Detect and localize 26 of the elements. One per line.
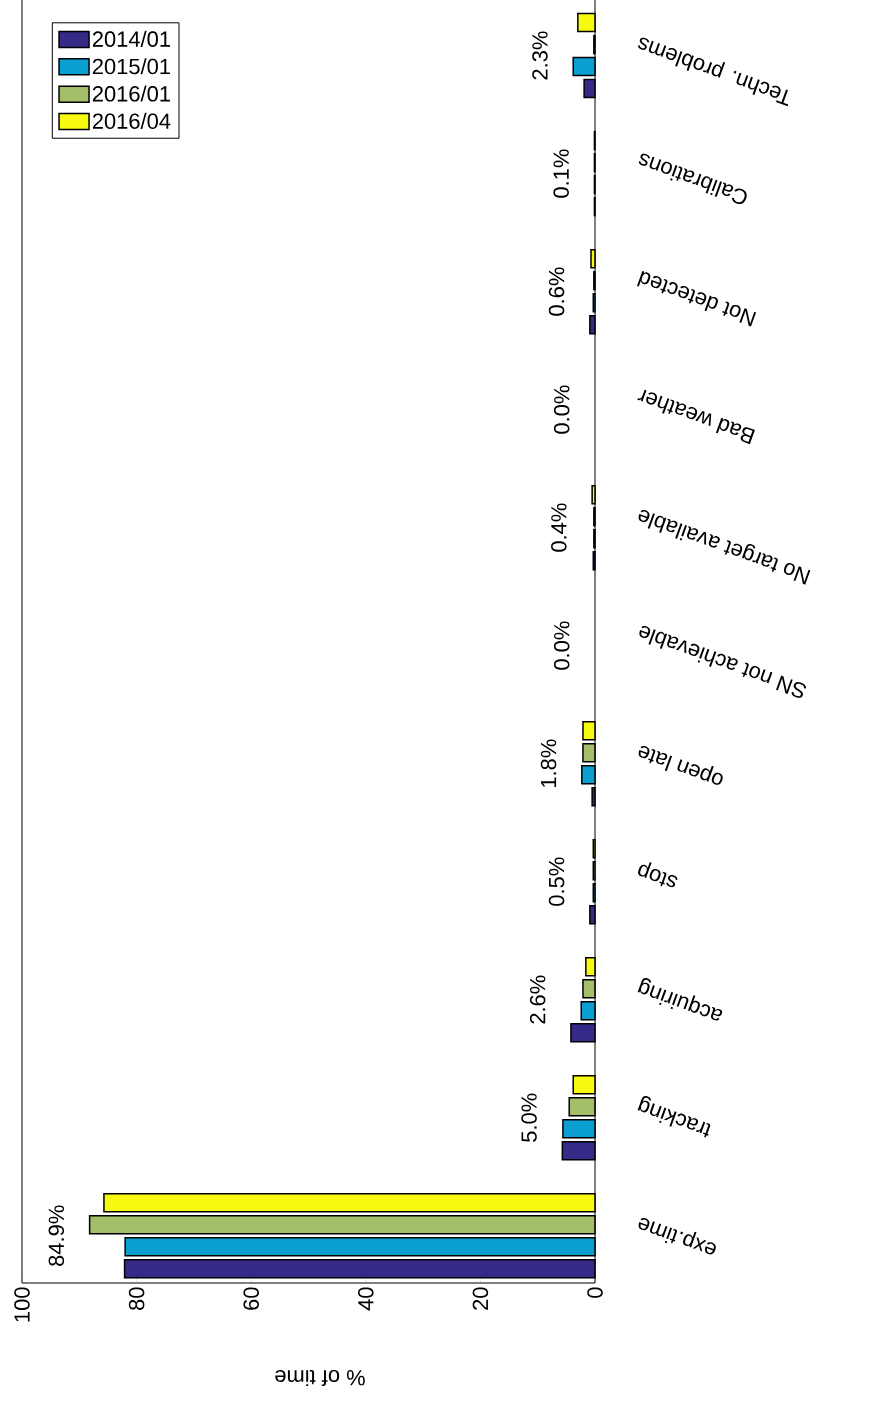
annotation: 5.0%	[521, 1093, 537, 1142]
y-tick-label: Bad weather	[637, 389, 755, 445]
annotation: 2.3%	[532, 31, 548, 80]
annotation: 0.0%	[553, 385, 570, 434]
annotation: 0.4%	[551, 503, 567, 552]
legend-label: 2016/04	[92, 112, 171, 129]
x-tick-label: 0	[587, 1287, 603, 1298]
legend-label: 2016/01	[92, 85, 170, 102]
annotation: 0.1%	[553, 149, 569, 198]
annotation: 0.0%	[553, 621, 570, 670]
x-tick-label: 60	[243, 1287, 259, 1310]
annotation: 1.8%	[540, 739, 557, 788]
x-tick-label: 80	[128, 1287, 145, 1310]
y-tick-label: stop	[638, 862, 678, 888]
annotation: 84.9%	[48, 1205, 65, 1266]
annotation: 0.5%	[548, 857, 565, 906]
y-tick-label: exp.time	[638, 1218, 716, 1255]
x-axis-title: % of time	[275, 1369, 365, 1387]
legend-label: 2015/01	[92, 58, 170, 75]
annotation: 2.6%	[529, 975, 546, 1024]
x-tick-label: 40	[358, 1287, 374, 1311]
x-tick-label: 100	[14, 1287, 30, 1322]
legend-label: 2014/01	[92, 30, 170, 47]
x-tick-label: 20	[472, 1287, 489, 1310]
y-tick-label: open late	[638, 746, 723, 785]
annotation: 0.6%	[548, 267, 565, 316]
